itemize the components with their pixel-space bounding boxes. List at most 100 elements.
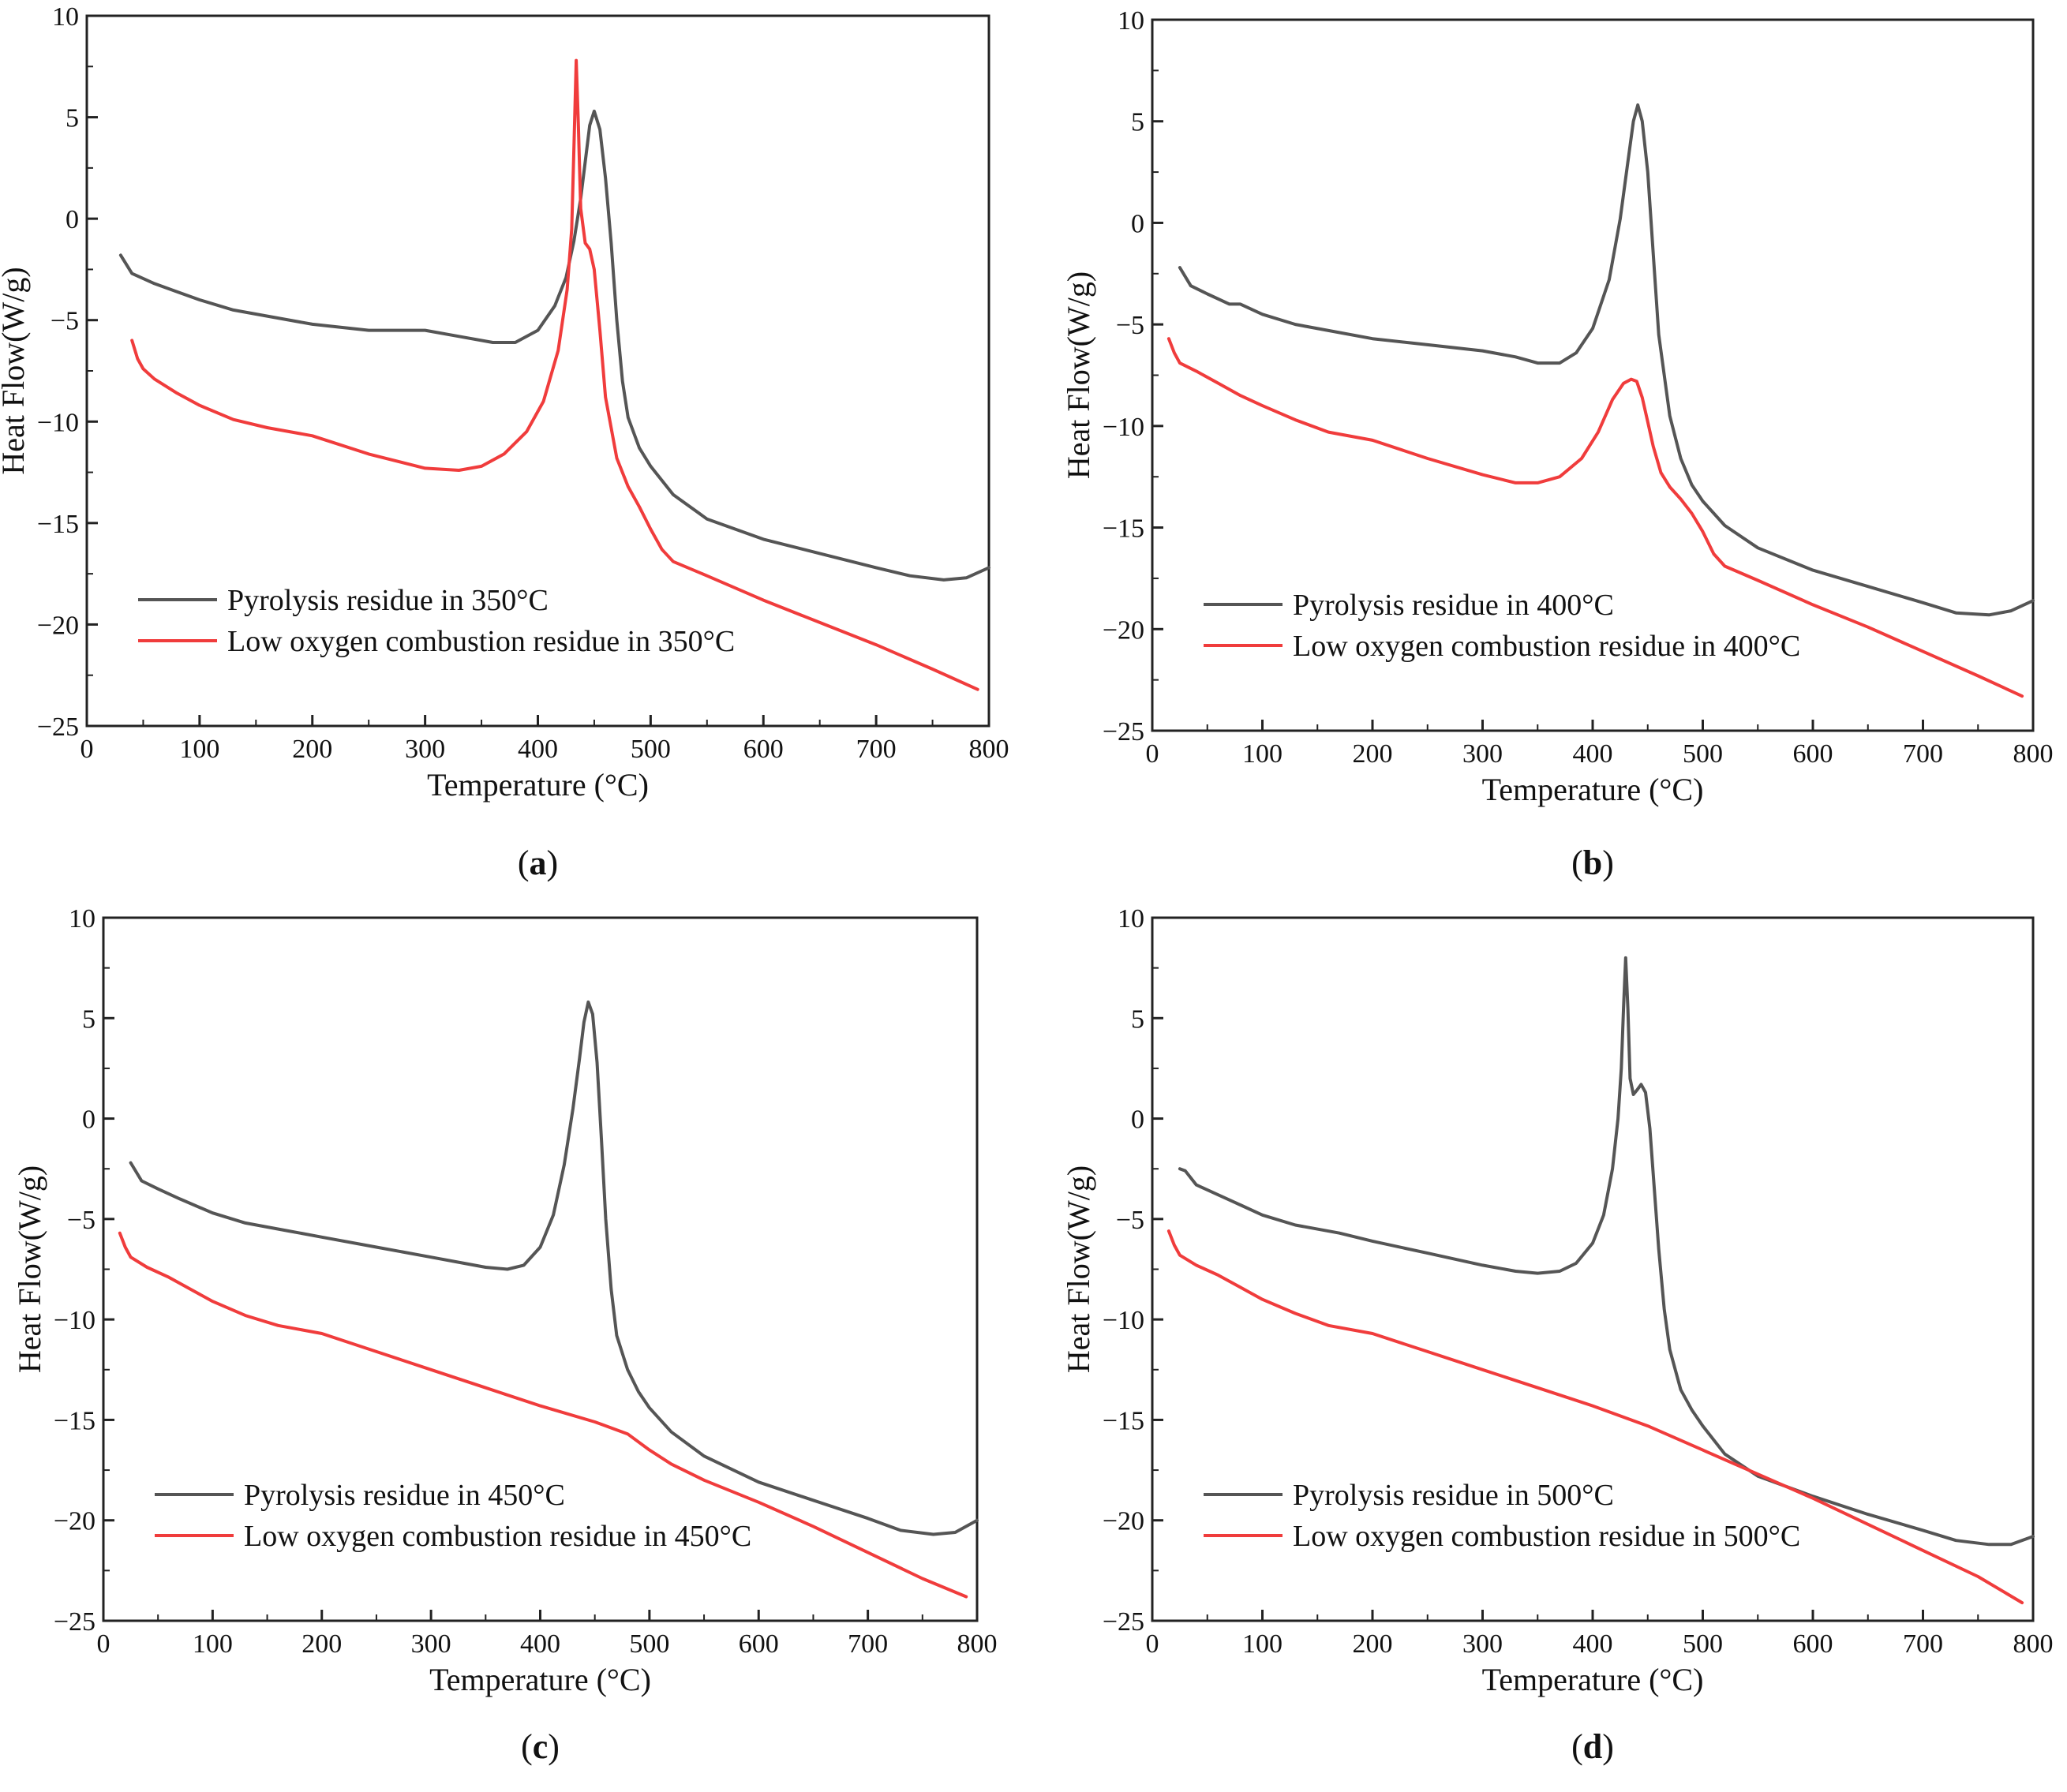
y-tick-label: −25 xyxy=(54,1607,95,1637)
y-tick-label: −25 xyxy=(1103,1607,1144,1637)
y-tick-label: 0 xyxy=(1131,209,1144,238)
x-axis-title: Temperature (°C) xyxy=(1482,772,1704,807)
x-tick-label: 300 xyxy=(405,735,445,764)
x-axis-title: Temperature (°C) xyxy=(429,1662,651,1697)
x-tick-label: 700 xyxy=(1903,739,1943,769)
panel-label: (d) xyxy=(1571,1727,1614,1766)
x-tick-label: 600 xyxy=(743,735,784,764)
y-tick-label: −10 xyxy=(54,1306,95,1335)
x-tick-label: 200 xyxy=(301,1629,342,1659)
y-axis-title: Heat Flow(W/g) xyxy=(1061,1165,1096,1373)
x-tick-label: 700 xyxy=(848,1629,888,1659)
x-tick-label: 300 xyxy=(1462,739,1503,769)
x-tick-label: 800 xyxy=(957,1629,998,1659)
series-line-low-oxygen xyxy=(130,58,979,691)
x-tick-label: 0 xyxy=(1146,1629,1159,1659)
x-tick-label: 500 xyxy=(629,1629,669,1659)
x-axis-title: Temperature (°C) xyxy=(427,767,649,802)
y-tick-label: −20 xyxy=(54,1507,95,1536)
y-tick-label: −15 xyxy=(1103,514,1144,544)
x-tick-label: 0 xyxy=(1146,739,1159,769)
legend-label: Low oxygen combustion residue in 350°C xyxy=(227,625,735,658)
x-tick-label: 300 xyxy=(411,1629,451,1659)
x-tick-label: 600 xyxy=(1793,1629,1833,1659)
x-tick-label: 500 xyxy=(631,735,671,764)
plot-frame xyxy=(1151,916,2035,1622)
legend-label: Low oxygen combustion residue in 500°C xyxy=(1293,1520,1800,1553)
y-tick-label: −20 xyxy=(1103,1507,1144,1536)
y-tick-label: 0 xyxy=(66,205,79,234)
series-line-pyrolysis xyxy=(1178,103,2035,617)
x-tick-label: 400 xyxy=(1573,739,1613,769)
y-tick-label: 5 xyxy=(82,1004,95,1034)
y-tick-label: 10 xyxy=(52,2,79,32)
x-tick-label: 400 xyxy=(518,735,558,764)
y-tick-label: −5 xyxy=(1116,1206,1144,1235)
legend-label: Pyrolysis residue in 400°C xyxy=(1293,589,1614,622)
y-axis-title: Heat Flow(W/g) xyxy=(1061,271,1096,479)
x-tick-label: 400 xyxy=(520,1629,560,1659)
x-tick-label: 800 xyxy=(969,735,1009,764)
x-tick-label: 500 xyxy=(1683,1629,1723,1659)
y-tick-label: 5 xyxy=(1131,1004,1144,1034)
x-tick-label: 200 xyxy=(1353,739,1393,769)
panel-label: (a) xyxy=(518,844,558,882)
y-tick-label: −5 xyxy=(1116,311,1144,340)
x-tick-label: 100 xyxy=(193,1629,233,1659)
y-tick-label: −25 xyxy=(1103,717,1144,746)
x-tick-label: 700 xyxy=(1903,1629,1943,1659)
y-tick-label: −20 xyxy=(1103,615,1144,645)
panel-label: (b) xyxy=(1571,844,1614,882)
y-tick-label: −15 xyxy=(1103,1406,1144,1435)
chart-panel-c: 0 100 200 300 400 500 600 700 800 10 5 0 −5 −10 −15 −20… xyxy=(12,904,998,1766)
x-tick-label: 600 xyxy=(1793,739,1833,769)
y-tick-label: −10 xyxy=(37,408,79,437)
y-axis-title: Heat Flow(W/g) xyxy=(0,267,31,474)
y-tick-label: 10 xyxy=(69,904,95,933)
x-tick-label: 200 xyxy=(292,735,332,764)
y-tick-label: 5 xyxy=(66,104,79,133)
y-tick-label: −15 xyxy=(54,1406,95,1435)
plot-frame xyxy=(102,916,979,1622)
x-tick-label: 400 xyxy=(1573,1629,1613,1659)
y-tick-label: −5 xyxy=(51,307,79,336)
legend-label: Pyrolysis residue in 500°C xyxy=(1293,1479,1614,1512)
x-axis-title: Temperature (°C) xyxy=(1482,1662,1704,1697)
y-tick-label: 5 xyxy=(1131,108,1144,137)
y-tick-label: −25 xyxy=(37,713,79,742)
series-line-pyrolysis xyxy=(1178,956,2035,1547)
series-line-low-oxygen xyxy=(118,1231,968,1599)
x-tick-label: 100 xyxy=(1242,1629,1283,1659)
y-axis-title: Heat Flow(W/g) xyxy=(12,1165,47,1373)
y-tick-label: −10 xyxy=(1103,1306,1144,1335)
series-line-pyrolysis xyxy=(129,1000,979,1536)
x-tick-label: 800 xyxy=(2013,739,2054,769)
legend-label: Pyrolysis residue in 350°C xyxy=(227,584,549,617)
x-tick-label: 800 xyxy=(2013,1629,2054,1659)
y-tick-label: 10 xyxy=(1118,904,1144,933)
y-tick-label: −15 xyxy=(37,510,79,539)
panel-label: (c) xyxy=(521,1727,560,1766)
plot-frame xyxy=(85,14,990,728)
x-tick-label: 100 xyxy=(179,735,219,764)
y-tick-label: 0 xyxy=(82,1106,95,1135)
legend-label: Low oxygen combustion residue in 400°C xyxy=(1293,630,1800,663)
x-tick-label: 500 xyxy=(1683,739,1723,769)
y-tick-label: −20 xyxy=(37,611,79,640)
series-line-low-oxygen xyxy=(1166,337,2024,698)
y-tick-label: 0 xyxy=(1131,1106,1144,1135)
chart-panel-d: 0 100 200 300 400 500 600 700 800 10 5 0 −5 −10 −15 −20… xyxy=(1061,904,2054,1766)
x-tick-label: 100 xyxy=(1242,739,1283,769)
y-tick-label: −10 xyxy=(1103,413,1144,442)
chart-panel-b: 0 100 200 300 400 500 600 700 800 10 5 0 −5 −10 −15 −20… xyxy=(1061,6,2054,882)
x-tick-label: 700 xyxy=(856,735,897,764)
legend-label: Low oxygen combustion residue in 450°C xyxy=(244,1520,751,1553)
plot-frame xyxy=(1151,18,2035,732)
y-tick-label: 10 xyxy=(1118,6,1144,36)
x-tick-label: 0 xyxy=(97,1629,110,1659)
x-tick-label: 600 xyxy=(739,1629,779,1659)
series-line-pyrolysis xyxy=(118,109,990,582)
chart-panel-a: 0 100 200 300 400 500 600 700 800 10 5 0 −5 −10 −15 −20… xyxy=(0,2,1009,882)
